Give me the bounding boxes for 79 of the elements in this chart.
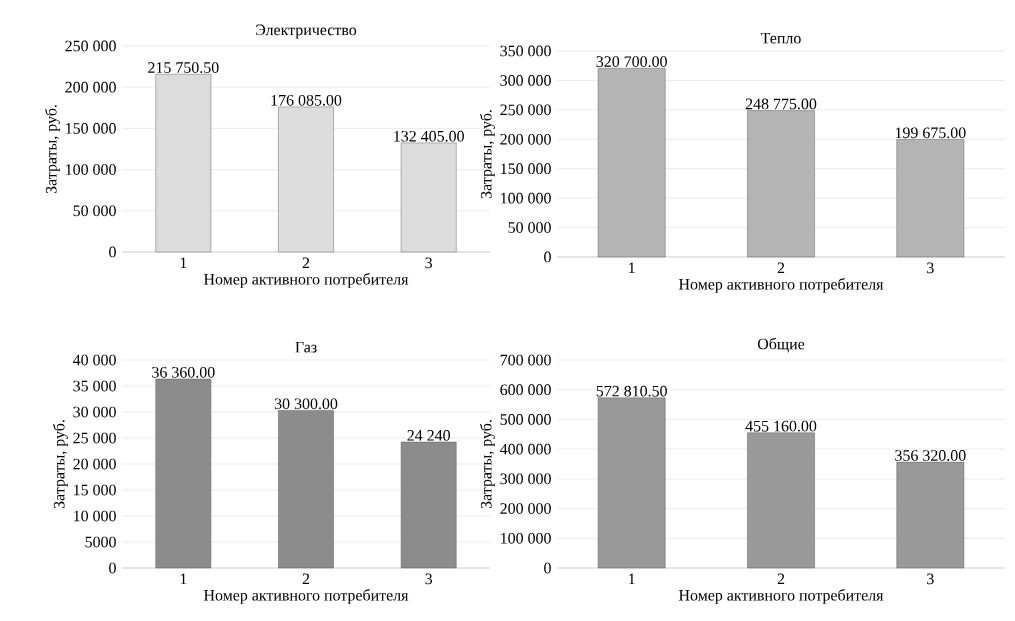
y-tick-label: 100 000	[501, 192, 551, 204]
y-tick-label: 250 000	[65, 40, 116, 52]
data-label: 176 085.00	[271, 94, 342, 106]
y-tick-label: 150 000	[501, 163, 551, 175]
y-tick-label: 30 000	[73, 406, 116, 418]
bar	[896, 461, 965, 569]
y-axis-title: Затраты, руб.	[45, 105, 60, 194]
data-label: 572 810.50	[596, 385, 667, 397]
y-tick-label: 0	[109, 246, 116, 258]
y-tick-label: 5000	[85, 536, 116, 548]
x-tick-label: 3	[927, 573, 934, 585]
data-label: 455 160.00	[745, 420, 817, 432]
y-axis-title: Затраты, руб.	[480, 110, 495, 199]
y-tick-label: 20 000	[73, 458, 116, 470]
y-tick-label: 25 000	[73, 432, 116, 444]
bar	[747, 432, 815, 569]
y-tick-label: 10 000	[74, 510, 116, 522]
x-axis-title: Номер активного потребителя	[678, 589, 884, 604]
y-tick-label: 700 000	[500, 354, 551, 366]
data-label: 36 360.00	[152, 366, 215, 378]
bar	[896, 139, 965, 258]
data-label: 320 700.00	[596, 56, 667, 68]
y-tick-label: 40 000	[72, 354, 116, 366]
y-tick-label: 100 000	[66, 164, 116, 175]
y-tick-label: 15 000	[74, 484, 116, 496]
data-label: 248 775.00	[745, 98, 817, 110]
y-tick-label: 600 000	[500, 384, 551, 396]
data-label: 215 750.50	[148, 62, 219, 74]
y-tick-label: 250 000	[500, 104, 551, 116]
x-tick-label: 1	[629, 573, 635, 585]
x-tick-label: 1	[180, 573, 187, 585]
y-axis-title: Затраты, руб.	[52, 420, 68, 509]
y-tick-label: 200 000	[65, 81, 116, 93]
bar	[155, 74, 212, 253]
x-tick-label: 2	[302, 573, 310, 585]
chart-title: Электричество	[256, 24, 357, 39]
y-tick-label: 200 000	[500, 133, 551, 145]
x-axis-title: Номер активного потребителя	[678, 278, 884, 293]
x-tick-label: 2	[302, 257, 310, 269]
y-tick-label: 50 000	[73, 205, 116, 217]
bar	[400, 441, 457, 569]
y-tick-label: 100 000	[501, 532, 551, 544]
bar	[155, 378, 212, 569]
y-tick-label: 350 000	[500, 45, 551, 57]
y-tick-label: 0	[109, 562, 116, 574]
bar	[400, 142, 457, 253]
bar	[747, 110, 815, 258]
chart-title: Общие	[757, 337, 805, 353]
data-label: 24 240	[407, 430, 450, 441]
data-label: 30 300.00	[274, 398, 338, 410]
x-tick-label: 1	[180, 257, 187, 269]
x-tick-label: 3	[425, 573, 433, 585]
y-tick-label: 35 000	[73, 380, 116, 392]
x-axis-title: Номер активного потребителя	[203, 273, 409, 288]
y-tick-label: 50 000	[508, 222, 551, 233]
chart-title: Тепло	[760, 32, 801, 44]
x-axis-title: Номер активного потребителя	[203, 589, 409, 604]
chart-title: Газ	[295, 341, 317, 353]
data-label: 199 675.00	[895, 127, 966, 139]
data-label: 356 320.00	[895, 450, 966, 461]
x-tick-label: 2	[777, 262, 785, 274]
y-tick-label: 200 000	[500, 503, 551, 514]
y-tick-label: 300 000	[500, 473, 551, 485]
y-tick-label: 0	[544, 562, 551, 574]
x-tick-label: 3	[927, 262, 934, 274]
bar	[278, 106, 334, 253]
y-tick-label: 400 000	[500, 443, 551, 455]
x-tick-label: 3	[425, 257, 433, 269]
data-label: 132 405.00	[394, 130, 464, 142]
y-tick-label: 150 000	[66, 123, 116, 134]
x-tick-label: 1	[629, 262, 635, 274]
y-tick-label: 500 000	[500, 414, 551, 425]
y-tick-label: 0	[544, 251, 551, 263]
y-tick-label: 300 000	[500, 75, 551, 86]
y-axis-title: Затраты, руб.	[480, 420, 495, 509]
bar	[278, 410, 334, 569]
bar	[597, 397, 666, 569]
bar	[597, 68, 666, 258]
x-tick-label: 2	[777, 573, 785, 585]
